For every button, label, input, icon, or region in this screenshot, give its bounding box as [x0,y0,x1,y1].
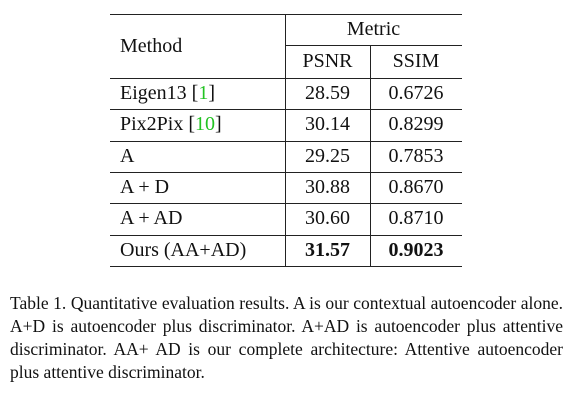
method-name: A + AD [120,207,183,230]
method-name: A [120,144,135,167]
rule [110,172,462,173]
method-name: Eigen13 [120,82,187,105]
header-column: SSIM [392,50,440,72]
value-cell: 0.7853 [388,144,444,167]
method-cell: Pix2Pix [10] [110,109,285,140]
method-name: Pix2Pix [120,113,184,136]
value-cell: 28.59 [305,82,350,105]
value-cell: 30.60 [305,207,350,230]
value-cell: 0.9023 [388,238,444,261]
header-column: PSNR [302,50,353,72]
method-cell: A + D [110,172,285,203]
method-cell: A + AD [110,203,285,234]
cite-bracket: ] [215,113,222,136]
rule [110,14,462,15]
caption: Table 1. Quantitative evaluation results… [10,293,563,382]
method-cell: A [110,141,285,172]
value-cell: 30.88 [305,176,350,199]
header-metric: Metric [346,18,401,40]
cite-bracket: [ [191,82,199,105]
value-cell: 30.14 [305,113,350,136]
rule [110,266,462,267]
cite-bracket: [ [188,113,196,136]
value-cell: 0.8299 [388,113,444,136]
cite-ref: 1 [198,82,209,105]
rule [110,203,462,204]
rule [110,109,462,110]
method-name: Ours (AA+AD) [120,238,247,261]
value-cell: 31.57 [305,238,350,261]
method-cell: Ours (AA+AD) [110,235,285,266]
column-rule [285,14,286,266]
cite-bracket: ] [208,82,215,105]
value-cell: 0.8670 [388,176,444,199]
method-cell: Eigen13 [1] [110,78,285,109]
rule [110,78,462,79]
value-cell: 0.8710 [388,207,444,230]
column-rule [370,45,371,266]
rule [110,235,462,236]
cite-ref: 10 [195,113,216,136]
value-cell: 0.6726 [388,82,444,105]
rule [110,141,462,142]
header-method: Method [120,34,183,57]
value-cell: 29.25 [305,144,350,167]
rule [285,45,462,46]
method-name: A + D [120,176,170,199]
